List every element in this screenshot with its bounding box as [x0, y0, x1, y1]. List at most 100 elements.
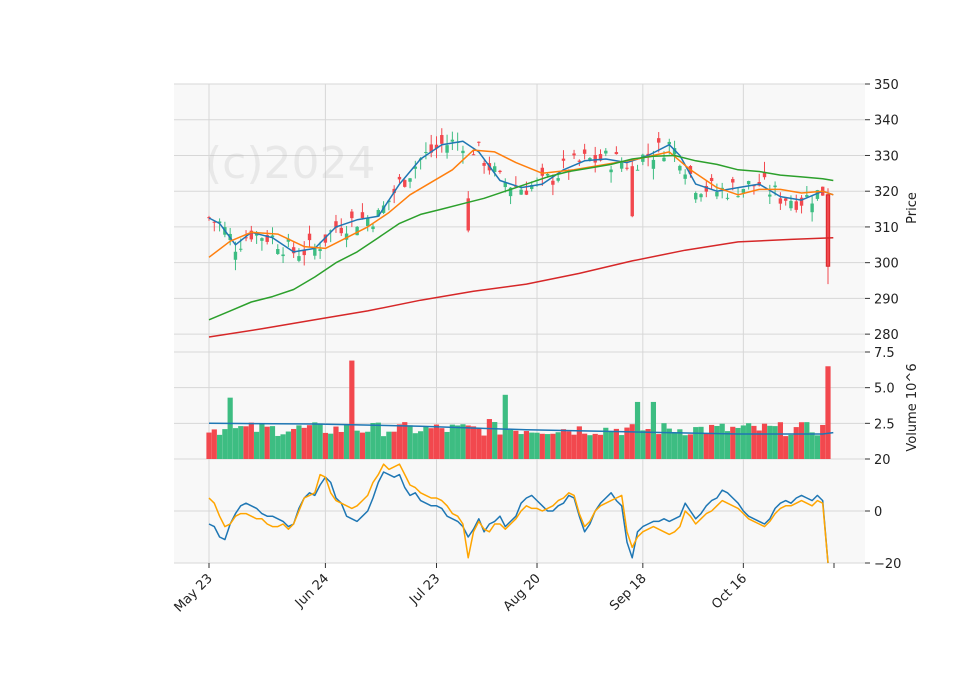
volume-bar — [682, 435, 688, 459]
volume-bar — [793, 427, 799, 459]
candle-body — [630, 166, 634, 217]
volume-bar — [592, 433, 598, 459]
candle-body — [233, 251, 238, 260]
candle-body — [635, 169, 640, 171]
candle-body — [313, 247, 317, 256]
candle-body — [773, 185, 777, 188]
volume-bar — [608, 431, 614, 459]
volume-bar — [375, 422, 381, 459]
volume-bar — [306, 425, 313, 459]
candle-body — [413, 166, 418, 169]
volume-bar — [523, 431, 530, 459]
volume-bar — [243, 426, 249, 459]
candle-body — [318, 249, 322, 252]
price-tick-label: 310 — [874, 221, 899, 236]
volume-bar — [328, 433, 334, 459]
volume-bar — [238, 426, 244, 459]
volume-average-line — [208, 422, 834, 435]
volume-bar — [788, 434, 794, 459]
volume-bar — [809, 432, 815, 459]
candle-body — [789, 200, 793, 209]
volume-bar — [460, 424, 466, 459]
candle-body — [572, 153, 576, 156]
x-tick-label: May 23 — [172, 571, 216, 615]
volume-bar — [211, 429, 217, 459]
candle-body — [503, 182, 507, 188]
volume-bar — [402, 422, 408, 459]
volume-bar — [497, 434, 503, 459]
volume-bar — [825, 366, 831, 459]
candle-body — [794, 201, 798, 210]
volume-bar — [645, 429, 651, 459]
volume-bar — [222, 429, 228, 459]
volume-bar — [396, 424, 403, 459]
x-tick-label: Jul 23 — [406, 571, 443, 608]
volume-bar — [481, 435, 487, 459]
volume-bar — [613, 428, 619, 459]
volume-bar — [380, 436, 387, 459]
candle-body — [678, 165, 682, 171]
volume-bar — [333, 426, 339, 459]
volume-bar — [820, 424, 826, 459]
oscillator-panel — [208, 463, 829, 564]
candle-body — [260, 238, 264, 241]
candle-body — [445, 145, 449, 153]
candle-body — [302, 250, 306, 256]
volume-bar — [756, 430, 762, 459]
volume-bar — [470, 426, 477, 459]
candle-body — [530, 185, 534, 189]
volume-bar — [285, 431, 291, 459]
volume-bar — [280, 434, 286, 459]
price-tick-label: 320 — [874, 185, 899, 200]
volume-bar — [254, 431, 260, 459]
candle-body — [249, 230, 254, 240]
volume-bar — [449, 424, 455, 459]
volume-bar — [666, 428, 672, 459]
volume-bar — [761, 423, 768, 459]
candle-body — [551, 180, 555, 185]
candle-body — [482, 163, 486, 166]
volume-bar — [507, 429, 514, 459]
candle-body — [450, 139, 455, 142]
volume-bar — [359, 432, 366, 459]
x-tick-label: Sep 18 — [607, 571, 650, 614]
candle-body — [244, 237, 248, 239]
price-panel — [207, 128, 834, 338]
candle-body — [815, 190, 820, 199]
volume-bar — [418, 431, 424, 459]
candle-body — [403, 180, 407, 187]
volume-bar — [735, 427, 741, 459]
volume-bar — [354, 430, 360, 459]
volume-bar — [777, 422, 783, 459]
volume-bar — [619, 435, 625, 459]
candle-body — [350, 211, 354, 219]
candle-body — [598, 154, 603, 161]
candle-body — [667, 141, 671, 145]
volume-bar — [465, 425, 471, 459]
candle-body — [805, 195, 809, 197]
volume-bar — [486, 419, 493, 459]
volume-bar — [640, 430, 646, 459]
volume-bar — [724, 431, 731, 459]
volume-bar — [391, 431, 397, 459]
volume-bar — [476, 427, 482, 459]
volume-bar — [423, 426, 429, 459]
candle-body — [731, 179, 735, 183]
candle-body — [281, 254, 285, 257]
moving-average-line-3 — [208, 154, 834, 321]
candle-body — [519, 189, 523, 195]
candle-body — [609, 169, 613, 173]
candle-body — [344, 233, 349, 240]
volume-bar — [603, 427, 609, 459]
candle-body — [270, 235, 275, 238]
candle-body — [239, 248, 243, 250]
candle-body — [408, 178, 412, 182]
candle-body — [657, 138, 661, 143]
candle-body — [768, 194, 772, 197]
volume-bar — [529, 432, 535, 459]
volume-bar — [365, 431, 371, 459]
volume-tick-label: 2.5 — [874, 417, 895, 432]
candle-body — [588, 158, 592, 161]
